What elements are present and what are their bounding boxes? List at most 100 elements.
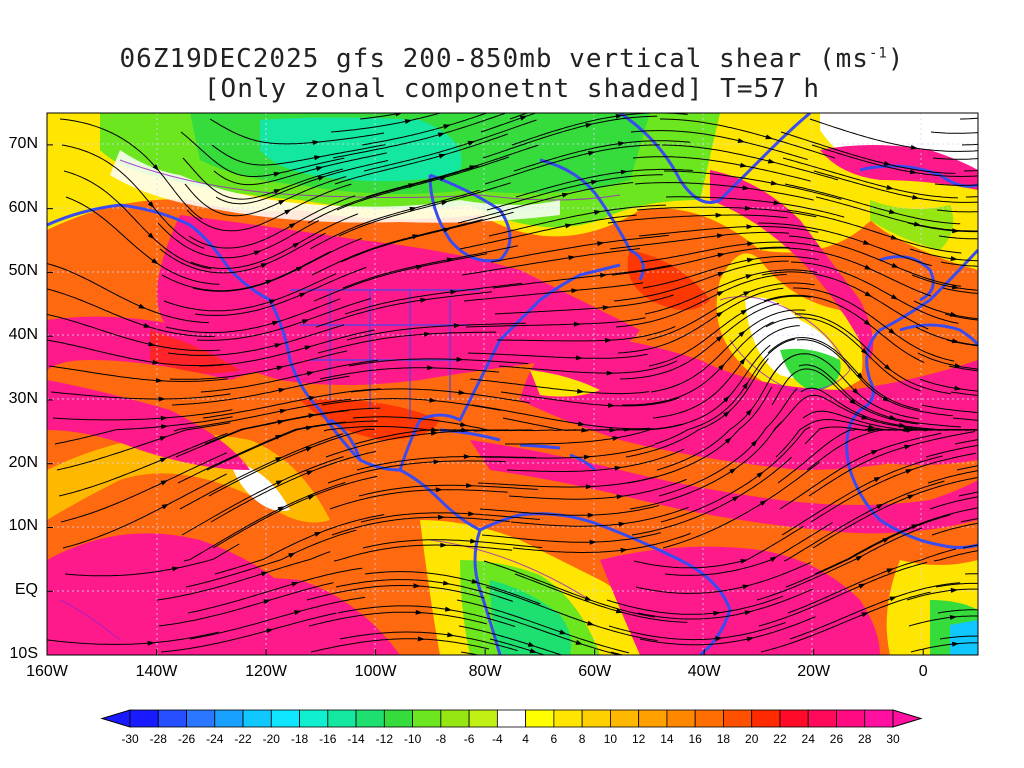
streamline-arrow: [907, 494, 915, 500]
streamline-arrow: [437, 132, 446, 138]
colorbar-swatch: [581, 709, 611, 728]
streamline-arrow: [608, 402, 616, 408]
streamline: [200, 359, 379, 393]
streamline-arrow: [450, 289, 458, 295]
lat-label: 40N: [8, 326, 38, 344]
streamline: [793, 287, 955, 362]
streamline: [484, 144, 660, 185]
streamline: [56, 422, 231, 471]
streamline: [654, 338, 795, 445]
streamline: [767, 337, 920, 411]
streamline: [319, 367, 500, 380]
graticule: [47, 113, 978, 655]
streamline: [492, 264, 672, 289]
colorbar-label: 12: [631, 732, 646, 746]
streamline-arrow: [529, 648, 537, 653]
streamline: [648, 295, 811, 367]
streamline-arrow: [565, 223, 573, 229]
streamline: [209, 118, 385, 145]
colorbar-swatch: [638, 709, 668, 728]
streamline-arrow: [271, 320, 280, 326]
streamline-arrow: [746, 224, 754, 230]
streamline: [327, 460, 506, 484]
streamline-arrow: [882, 537, 890, 543]
streamline-arrow: [742, 185, 750, 191]
colorbar-label: -24: [206, 732, 224, 746]
colorbar-swatch: [807, 709, 837, 728]
colorbar-label: -4: [492, 732, 503, 746]
streamline: [505, 423, 684, 445]
streamline-arrow: [584, 595, 592, 601]
streamline: [950, 391, 978, 397]
streamline-arrow: [732, 495, 740, 502]
streamline-arrow: [395, 113, 402, 117]
streamline-arrow: [143, 323, 151, 328]
streamline: [180, 131, 345, 177]
streamline: [948, 365, 978, 372]
streamline: [344, 282, 523, 315]
streamline: [479, 505, 660, 516]
streamline: [313, 253, 488, 302]
streamline-arrow: [471, 578, 479, 584]
streamline-arrow: [317, 176, 326, 181]
streamline-arrow: [575, 639, 583, 645]
streamline: [486, 174, 663, 211]
streamline-arrow: [739, 162, 748, 168]
streamline: [917, 352, 978, 370]
streamline-arrow: [952, 228, 960, 234]
colorbar-label: -22: [234, 732, 252, 746]
shear-field: [47, 113, 978, 655]
streamline: [482, 115, 658, 159]
streamline-arrow: [765, 134, 773, 140]
streamline-arrow: [746, 257, 755, 263]
streamline-arrow: [306, 371, 315, 376]
streamline-arrow: [429, 397, 437, 403]
streamline-arrow: [427, 365, 435, 371]
streamline-arrow: [469, 165, 477, 171]
chart-title-line1: 06Z19DEC2025 gfs 200-850mb vertical shea…: [119, 44, 905, 74]
colorbar-label: -14: [347, 732, 365, 746]
streamline-arrow: [737, 138, 745, 143]
lat-label: 50N: [8, 262, 38, 280]
streamline-arrow: [467, 140, 475, 146]
lat-label: 10S: [9, 645, 38, 662]
streamline: [359, 113, 404, 120]
streamline: [810, 452, 976, 523]
streamline-arrow: [912, 194, 920, 200]
streamline: [784, 183, 961, 225]
streamline-arrow: [903, 427, 911, 432]
streamline: [206, 420, 378, 471]
streamline-arrow: [446, 257, 454, 263]
streamline-arrow: [430, 430, 439, 436]
streamline-arrow: [275, 456, 283, 463]
colorbar-label: 24: [801, 732, 815, 746]
streamline: [52, 409, 233, 421]
streamline-arrow: [456, 356, 464, 362]
streamline: [181, 456, 344, 536]
streamline: [177, 421, 346, 484]
streamline: [622, 321, 774, 406]
colorbar-label: 14: [660, 732, 674, 746]
streamline: [363, 119, 537, 172]
streamline: [652, 325, 800, 419]
streamline-arrow: [443, 124, 451, 130]
streamline-arrow: [138, 303, 146, 309]
colorbar-swatch: [468, 709, 498, 728]
streamline-arrow: [904, 444, 912, 450]
streamline-arrow: [615, 608, 624, 614]
streamline: [961, 143, 978, 146]
streamline-arrow: [260, 571, 269, 577]
colorbar-max-arrow: [892, 709, 923, 728]
colorbar-swatch: [242, 709, 272, 728]
streamline-arrow: [750, 439, 758, 447]
colorbar-label: -8: [435, 732, 447, 746]
streamline-arrow: [294, 610, 302, 616]
lon-label: 60W: [578, 663, 612, 680]
streamline-arrow: [433, 459, 441, 465]
streamline: [47, 263, 209, 324]
chart-title-line2: [Only zonal componetnt shaded] T=57 h: [203, 74, 821, 104]
streamline: [159, 232, 326, 274]
streamline: [467, 352, 648, 359]
colorbar-swatch: [440, 709, 470, 728]
streamline: [782, 157, 959, 199]
